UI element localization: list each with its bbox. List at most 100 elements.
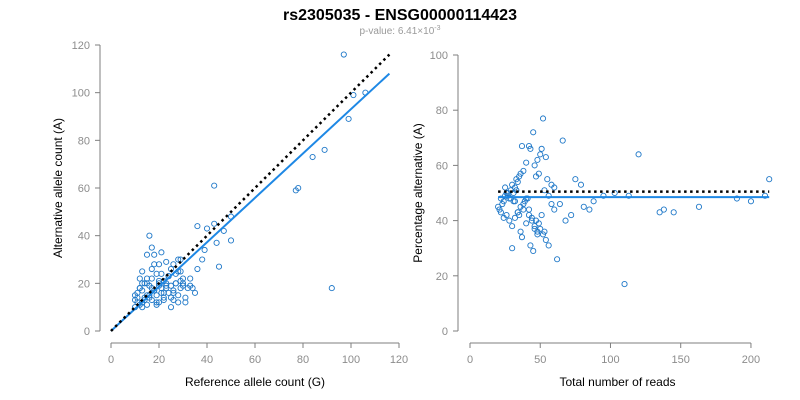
data-point <box>309 153 316 161</box>
data-point <box>766 176 773 183</box>
data-point <box>551 206 558 213</box>
data-point <box>503 212 510 219</box>
data-point <box>577 181 585 188</box>
data-point <box>562 217 569 224</box>
x-tick-label: 100 <box>601 354 619 366</box>
x-tick-label: 0 <box>108 354 114 366</box>
data-point <box>518 234 526 241</box>
data-point <box>328 285 335 292</box>
data-point <box>151 251 158 258</box>
data-point <box>695 203 703 210</box>
data-point <box>528 214 535 221</box>
data-point <box>499 200 506 208</box>
x-axis-title: Total number of reads <box>559 375 675 389</box>
data-point <box>151 261 158 268</box>
data-point <box>146 232 153 239</box>
data-point <box>502 184 509 191</box>
data-point <box>143 251 151 258</box>
data-point <box>531 225 538 232</box>
y-tick-label: 100 <box>72 88 90 100</box>
data-point <box>153 292 160 299</box>
x-tick-label: 60 <box>249 354 261 366</box>
data-point <box>535 220 542 227</box>
data-point <box>537 151 544 158</box>
data-point <box>199 256 206 263</box>
data-point <box>506 217 513 224</box>
data-point <box>187 275 194 282</box>
data-point <box>518 143 526 150</box>
chart-subtitle: p-value: 6.41×10-3 <box>359 25 440 37</box>
data-point <box>523 195 530 202</box>
data-point <box>509 223 516 230</box>
y-tick-label: 60 <box>436 160 448 172</box>
data-point <box>530 247 537 255</box>
data-point <box>211 220 218 227</box>
data-point <box>497 195 504 202</box>
data-point <box>670 209 677 216</box>
data-point <box>504 189 511 197</box>
data-point <box>136 285 143 292</box>
data-point <box>580 203 587 210</box>
data-point <box>160 296 167 304</box>
data-point <box>136 275 143 282</box>
data-point <box>340 51 347 58</box>
data-point <box>182 299 189 306</box>
x-tick-label: 40 <box>201 354 213 366</box>
data-point <box>139 304 146 311</box>
data-point <box>191 289 199 296</box>
y-tick-label: 120 <box>72 40 90 52</box>
data-point <box>227 237 235 244</box>
data-point <box>559 137 566 144</box>
data-point <box>194 223 201 230</box>
data-point <box>177 268 184 275</box>
data-point <box>527 242 534 249</box>
y-tick-label: 40 <box>78 231 90 243</box>
data-point <box>761 192 769 199</box>
y-tick-label: 60 <box>78 183 90 195</box>
data-point <box>510 198 517 205</box>
data-point <box>158 289 165 296</box>
data-point <box>625 192 632 199</box>
data-point <box>542 154 549 161</box>
data-point <box>131 292 139 299</box>
data-point <box>525 206 533 213</box>
data-point <box>590 198 597 205</box>
chart-title: rs2305035 - ENSG00000114423 <box>283 7 517 24</box>
data-point <box>155 299 163 306</box>
data-point <box>586 206 593 213</box>
data-point <box>542 236 549 243</box>
data-point <box>635 151 642 158</box>
data-point <box>172 280 179 287</box>
data-point <box>175 292 182 299</box>
data-point <box>551 184 558 191</box>
y-tick-label: 0 <box>442 326 448 338</box>
data-point <box>747 198 755 205</box>
data-point <box>139 268 146 275</box>
data-point <box>531 223 538 230</box>
x-tick-label: 200 <box>742 354 760 366</box>
data-point <box>187 282 194 289</box>
data-point <box>511 214 519 221</box>
data-point <box>523 159 530 166</box>
data-point <box>143 301 151 308</box>
data-point <box>148 244 155 251</box>
data-point <box>177 285 184 292</box>
data-point <box>538 212 545 219</box>
data-point <box>350 92 357 99</box>
reference-line <box>110 53 391 332</box>
data-point <box>556 200 563 208</box>
data-point <box>572 176 579 183</box>
data-point <box>611 189 618 197</box>
data-point <box>141 280 148 287</box>
data-point <box>532 173 540 180</box>
data-point <box>733 195 740 202</box>
y-axis-title: Percentage alternative (A) <box>411 123 425 262</box>
data-point <box>170 296 177 304</box>
x-tick-label: 80 <box>297 354 309 366</box>
data-point <box>175 299 182 306</box>
data-point <box>600 192 607 199</box>
panel-right-scatter: 0 50 100 150 200 0 20 40 60 80 100 Total number of … <box>411 50 773 389</box>
x-axis-title: Reference allele count (G) <box>185 375 325 389</box>
data-point <box>153 299 160 306</box>
